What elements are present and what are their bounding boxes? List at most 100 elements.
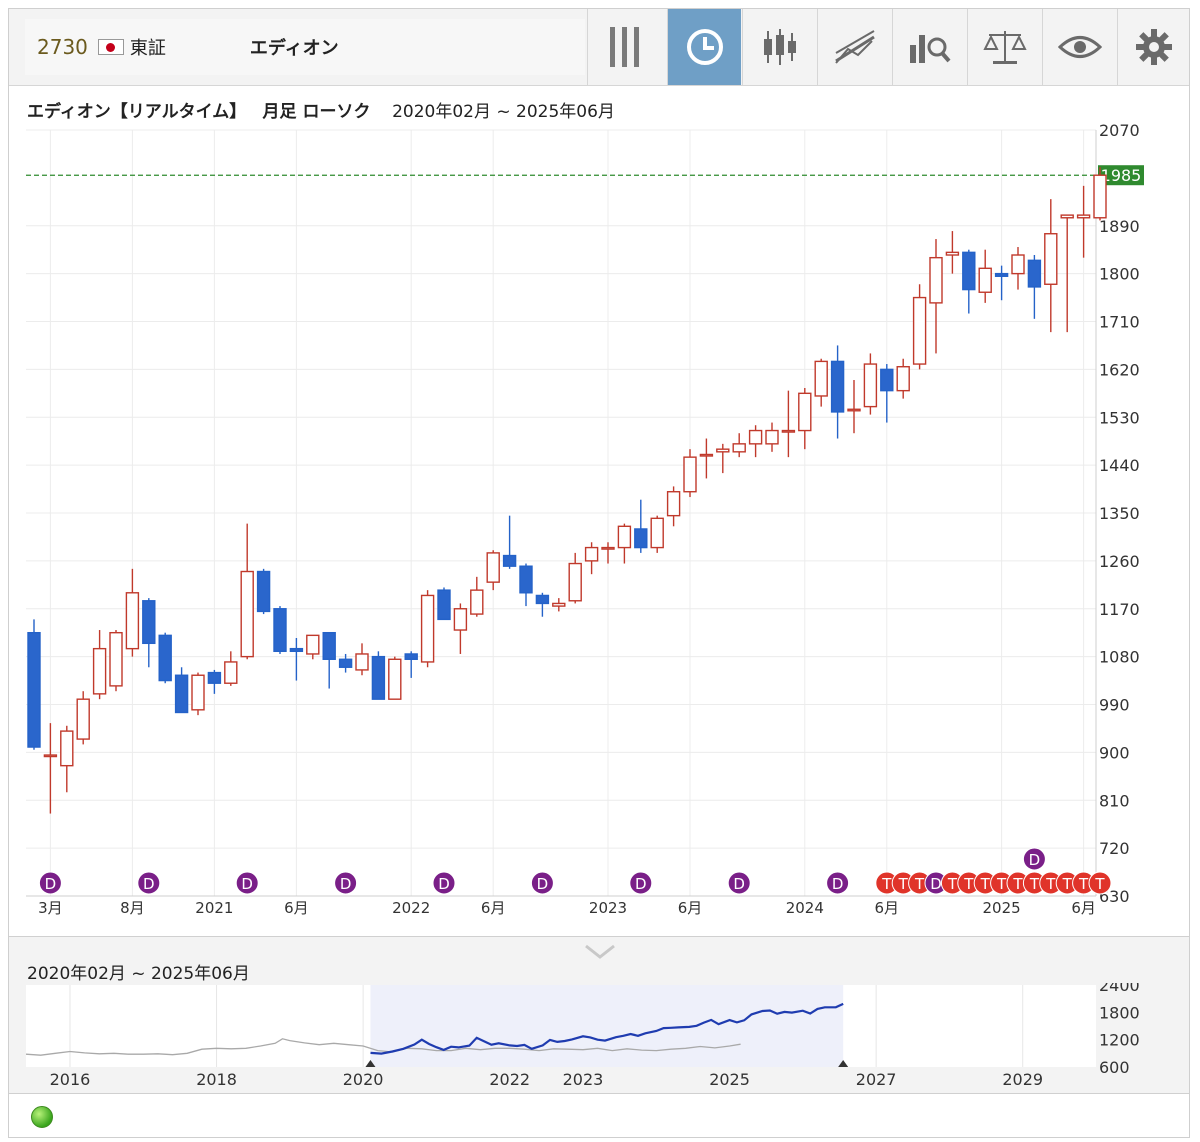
topic-marker: T — [908, 871, 932, 895]
candlestick-chart[interactable]: 6307208109009901080117012601350144015301… — [9, 105, 1189, 935]
navigator-y-tick-label: 600 — [1099, 1058, 1130, 1077]
candle-body — [781, 429, 796, 433]
y-tick-label: 1620 — [1099, 360, 1140, 379]
navigator-handle-left — [365, 1060, 376, 1067]
candle-body — [568, 562, 582, 602]
event-marker-label: T — [881, 875, 892, 893]
candle-body — [437, 589, 451, 621]
candle-body — [371, 655, 386, 700]
candle-body — [978, 267, 992, 293]
settings-button[interactable] — [1117, 9, 1189, 85]
candle-down — [338, 653, 353, 673]
bar-search-button[interactable] — [892, 9, 966, 85]
candle-body — [453, 608, 468, 631]
candle-body — [27, 631, 41, 748]
candle-up — [191, 672, 205, 716]
y-tick-label: 1440 — [1099, 456, 1140, 475]
navigator-panel[interactable]: 2020年02月 ~ 2025年06月 600 1200 1800 2400 2016 2… — [9, 936, 1189, 1094]
y-tick-label: 720 — [1099, 839, 1130, 858]
eye-button[interactable] — [1042, 9, 1116, 85]
candle-body — [1044, 233, 1058, 285]
y-tick-label: 1350 — [1099, 504, 1140, 523]
stock-code: 2730 — [37, 35, 88, 59]
topic-marker: T — [990, 871, 1014, 895]
candle-down — [535, 592, 550, 617]
event-marker-label: D — [143, 875, 155, 893]
candle-up — [109, 630, 123, 692]
candle-down — [207, 669, 222, 694]
event-marker-circle — [432, 871, 456, 895]
trendline-button[interactable] — [817, 9, 891, 85]
candle-up — [584, 542, 599, 575]
x-tick-label: 2025 — [983, 899, 1021, 917]
candle-up — [863, 353, 878, 415]
candle-down — [502, 515, 517, 569]
candle-body — [683, 456, 697, 493]
status-indicator-icon — [31, 1106, 53, 1128]
candle-body — [92, 647, 107, 695]
event-marker-label: T — [963, 875, 974, 893]
candle-up — [945, 231, 960, 274]
candle-up — [240, 523, 254, 660]
topic-marker: T — [1088, 871, 1112, 895]
candle-body — [158, 634, 172, 682]
candle-body — [207, 671, 222, 684]
dividend-marker: D — [334, 871, 358, 895]
navigator-chart[interactable]: 600 1200 1800 2400 2016 2018 2020 2022 2023 2025 2… — [9, 983, 1189, 1093]
event-marker-label: T — [1012, 875, 1023, 893]
candlestick-button[interactable] — [742, 9, 816, 85]
y-tick-label: 990 — [1099, 696, 1130, 715]
candle-body — [109, 631, 123, 687]
candle-body — [420, 594, 435, 663]
candle-body — [798, 392, 812, 432]
candle-body — [256, 570, 271, 613]
y-tick-label: 1530 — [1099, 408, 1140, 427]
candle-body — [388, 658, 402, 700]
balance-scale-button[interactable] — [967, 9, 1041, 85]
event-marker-label: D — [45, 875, 57, 893]
event-marker-label: T — [996, 875, 1007, 893]
event-marker-label: D — [930, 875, 942, 893]
candle-body — [847, 408, 861, 412]
navigator-selection — [370, 985, 844, 1067]
candle-up — [43, 723, 58, 814]
candle-body — [732, 443, 746, 453]
topic-marker: T — [891, 871, 915, 895]
chevron-down-icon[interactable] — [583, 943, 617, 961]
candle-body — [880, 368, 894, 392]
candle-up — [453, 603, 468, 654]
candle-up — [978, 249, 992, 303]
candle-down — [830, 345, 845, 439]
columns-button[interactable] — [587, 9, 661, 85]
candle-down — [404, 651, 418, 678]
candle-up — [798, 387, 812, 450]
candle-body — [945, 251, 960, 256]
candle-body — [142, 600, 156, 645]
candle-up — [765, 422, 779, 452]
candle-body — [716, 448, 730, 453]
event-marker-circle — [1022, 847, 1046, 871]
navigator-handle-right — [838, 1060, 849, 1067]
y-tick-label: 2070 — [1099, 121, 1140, 140]
event-marker-label: D — [537, 875, 549, 893]
company-name: エディオン — [249, 38, 339, 59]
chart-title-range: 2020年02月 ~ 2025年06月 — [392, 102, 615, 122]
y-tick-label: 900 — [1099, 743, 1130, 762]
candle-up — [650, 515, 664, 553]
navigator-y-tick-label: 1800 — [1099, 1003, 1140, 1022]
candle-body — [76, 698, 90, 740]
candle-down — [437, 587, 451, 621]
dividend-marker: D — [727, 871, 751, 895]
toolbar: 2730 東証 エディオン — [9, 9, 1189, 86]
candle-down — [880, 364, 894, 423]
candle-body — [666, 491, 681, 517]
y-tick-label: 1260 — [1099, 552, 1140, 571]
gear-icon — [1135, 29, 1172, 65]
ticker-box[interactable]: 2730 東証 エディオン — [25, 19, 585, 75]
event-marker-label: T — [1078, 875, 1089, 893]
japan-flag-icon — [97, 39, 124, 55]
clock-button[interactable] — [667, 9, 741, 85]
candle-up — [1044, 199, 1058, 333]
candle-body — [306, 634, 320, 655]
candle-up — [781, 390, 796, 458]
